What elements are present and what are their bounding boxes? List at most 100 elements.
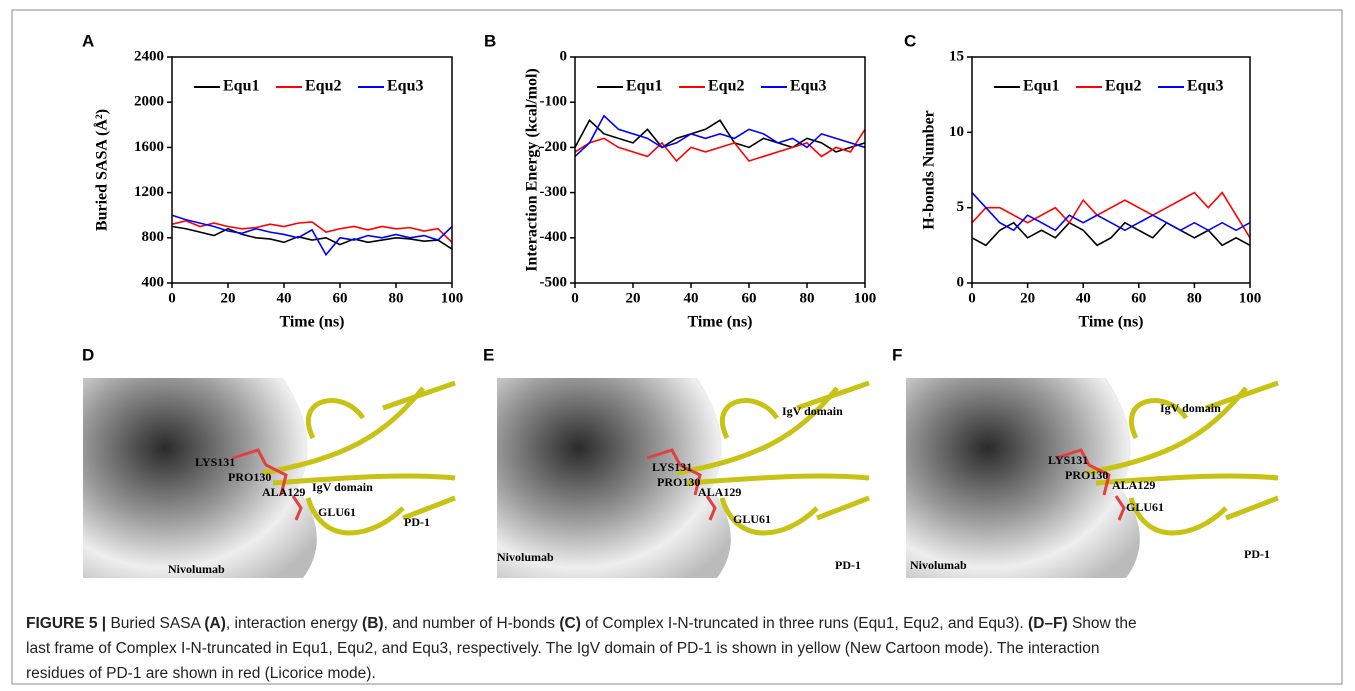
y-tick-label: 800 <box>142 229 165 245</box>
caption-text: , interaction energy <box>225 615 363 632</box>
antibody-surface <box>83 378 317 578</box>
pd1-ribbon <box>1205 380 1279 411</box>
pd1-ribbon <box>1128 497 1228 536</box>
structure-annotation: ALA129 <box>698 485 741 499</box>
pd1-ribbon <box>1095 473 1279 486</box>
residue-sticks <box>232 448 303 521</box>
y-tick-label: 5 <box>957 199 965 215</box>
data-line <box>171 220 453 243</box>
structure-annotation: PD-1 <box>1244 547 1270 561</box>
pd1-ribbon <box>676 386 839 476</box>
structure-annotation: Nivolumab <box>910 558 967 572</box>
caption-bold: FIGURE 5 | <box>26 615 107 632</box>
caption-line: residues of PD-1 are shown in red (Licor… <box>26 661 1137 686</box>
structure-annotation: PRO130 <box>1065 468 1108 482</box>
structure-annotation: ALA129 <box>262 485 305 499</box>
pd1-ribbon <box>305 398 366 440</box>
x-tick-label: 40 <box>1076 290 1091 306</box>
data-line <box>171 214 453 257</box>
caption: FIGURE 5 | Buried SASA (A), interaction … <box>26 611 1137 686</box>
structure-annotation: ALA129 <box>1112 478 1155 492</box>
y-axis-label: Interaction Energy (kcal/mol) <box>524 68 541 272</box>
pd1-ribbon <box>816 495 870 521</box>
structure-annotation: PD-1 <box>835 558 861 572</box>
y-tick-label: -100 <box>540 94 568 110</box>
structure-annotation: LYS131 <box>652 460 692 474</box>
legend-label: Equ1 <box>223 78 259 95</box>
x-tick-label: 80 <box>800 290 815 306</box>
caption-line: FIGURE 5 | Buried SASA (A), interaction … <box>26 611 1137 636</box>
y-tick-label: -200 <box>540 139 568 155</box>
legend-label: Equ3 <box>790 78 826 95</box>
residue-sticks <box>646 448 717 521</box>
structure-annotation: GLU61 <box>733 512 771 526</box>
pd1-ribbon <box>1085 386 1248 476</box>
x-tick-label: 0 <box>571 290 579 306</box>
caption-line: last frame of Complex I-N-truncated in E… <box>26 636 1137 661</box>
panel-label: A <box>82 31 94 50</box>
structure-annotation: LYS131 <box>195 455 235 469</box>
data-line <box>574 118 866 153</box>
data-line <box>971 191 1251 239</box>
x-tick-label: 0 <box>168 290 176 306</box>
caption-text: Show the <box>1067 615 1137 632</box>
x-tick-label: 60 <box>333 290 348 306</box>
x-axis-label: Time (ns) <box>279 314 344 331</box>
y-tick-label: -300 <box>540 184 568 200</box>
plot-frame <box>171 56 453 284</box>
caption-text: residues of PD-1 are shown in red (Licor… <box>26 665 376 682</box>
pd1-ribbon <box>719 497 819 536</box>
legend-label: Equ3 <box>1187 78 1223 95</box>
x-axis-label: Time (ns) <box>687 314 752 331</box>
data-line <box>574 128 866 163</box>
pd1-ribbon <box>1128 398 1189 440</box>
structure-annotation: PRO130 <box>657 475 700 489</box>
pd1-ribbon <box>262 386 425 476</box>
data-line <box>574 114 866 158</box>
structure-image <box>497 378 870 578</box>
y-axis-label: H-bonds Number <box>921 110 938 230</box>
panel-label: F <box>892 345 902 364</box>
data-line <box>971 192 1251 232</box>
x-tick-label: 40 <box>684 290 699 306</box>
x-tick-label: 20 <box>221 290 236 306</box>
y-tick-label: 1200 <box>134 184 164 200</box>
antibody-surface <box>906 378 1140 578</box>
structure-annotation: Nivolumab <box>168 562 225 576</box>
y-tick-label: 15 <box>949 48 964 64</box>
x-axis-label: Time (ns) <box>1078 314 1143 331</box>
caption-text: of Complex I-N-truncated in three runs (… <box>580 615 1029 632</box>
x-tick-label: 100 <box>1239 290 1262 306</box>
structure-annotation: PRO130 <box>228 470 271 484</box>
caption-text: , and number of H-bonds <box>383 615 560 632</box>
y-axis-label: Buried SASA (Å²) <box>93 109 111 231</box>
x-tick-label: 40 <box>277 290 292 306</box>
structure-annotation: IgV domain <box>782 404 843 418</box>
caption-bold: (D–F) <box>1028 615 1068 632</box>
residue-sticks <box>1055 448 1126 521</box>
x-tick-label: 80 <box>389 290 404 306</box>
x-tick-label: 20 <box>1020 290 1035 306</box>
y-tick-label: -400 <box>540 229 568 245</box>
y-tick-label: 2400 <box>134 48 164 64</box>
structure-annotation: GLU61 <box>1126 500 1164 514</box>
y-tick-label: 10 <box>949 124 964 140</box>
legend-label: Equ2 <box>708 78 744 95</box>
x-tick-label: 60 <box>742 290 757 306</box>
legend-label: Equ2 <box>305 78 341 95</box>
pd1-ribbon <box>796 380 870 411</box>
legend-label: Equ2 <box>1105 78 1141 95</box>
panel-label: B <box>484 31 496 50</box>
pd1-ribbon <box>382 380 456 411</box>
data-line <box>971 221 1251 247</box>
caption-text: Buried SASA <box>106 615 205 632</box>
structure-annotation: LYS131 <box>1048 453 1088 467</box>
structure-annotation: IgV domain <box>312 480 373 494</box>
caption-bold: (A) <box>204 615 226 632</box>
plot-frame <box>971 56 1251 284</box>
structure-annotation: GLU61 <box>318 505 356 519</box>
figure-border <box>11 9 1343 685</box>
x-tick-label: 60 <box>1131 290 1146 306</box>
pd1-ribbon <box>719 398 780 440</box>
